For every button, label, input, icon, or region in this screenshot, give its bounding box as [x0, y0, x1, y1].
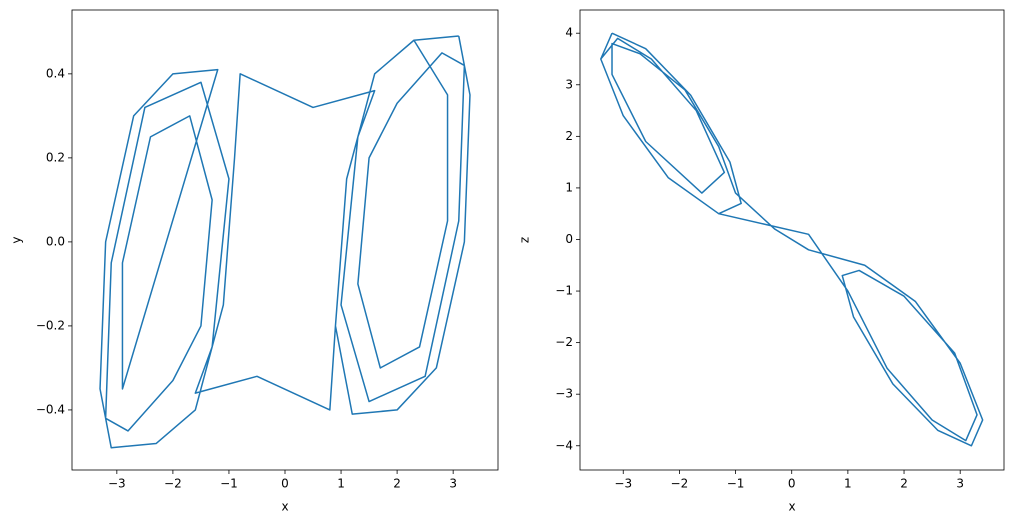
x-tick-label: −3 — [108, 477, 126, 491]
x-tick-label: 2 — [393, 477, 401, 491]
x-tick-label: 1 — [844, 477, 852, 491]
plot-frame — [71, 9, 499, 471]
y-tick-label: 1 — [565, 180, 573, 194]
y-tick-label: −1 — [555, 284, 573, 298]
y-tick-label: 4 — [565, 26, 573, 40]
x-axis-label: x — [788, 500, 795, 514]
x-tick-label: −3 — [614, 477, 632, 491]
y-axis-label: y — [10, 236, 24, 243]
x-tick-label: 3 — [956, 477, 964, 491]
y-tick-label: −0.2 — [36, 318, 65, 332]
x-tick-label: 0 — [788, 477, 796, 491]
x-axis-label: x — [281, 500, 288, 514]
x-tick-label: −2 — [671, 477, 689, 491]
y-tick-label: 0.2 — [46, 150, 65, 164]
x-tick-label: 1 — [337, 477, 345, 491]
x-tick-label: −1 — [220, 477, 238, 491]
x-tick-label: −1 — [727, 477, 745, 491]
x-tick-label: 2 — [900, 477, 908, 491]
x-tick-label: 3 — [449, 477, 457, 491]
y-tick-label: −4 — [555, 438, 573, 452]
x-tick-label: −2 — [164, 477, 182, 491]
y-tick-label: 3 — [565, 77, 573, 91]
y-tick-label: −3 — [555, 387, 573, 401]
y-tick-label: 0.0 — [46, 234, 65, 248]
y-tick-label: −2 — [555, 335, 573, 349]
y-tick-label: 2 — [565, 129, 573, 143]
y-tick-label: −0.4 — [36, 402, 65, 416]
y-tick-label: 0.4 — [46, 66, 65, 80]
y-tick-label: 0 — [565, 232, 573, 246]
trajectory-line — [600, 32, 984, 447]
y-axis-label: z — [518, 237, 532, 243]
trajectory-line — [99, 35, 471, 449]
x-tick-label: 0 — [281, 477, 289, 491]
